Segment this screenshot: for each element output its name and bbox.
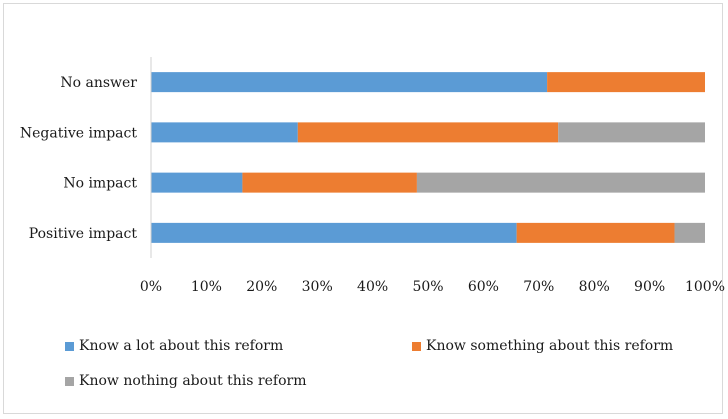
x-tick-label: 90% [634,279,665,295]
bar-negative-impact-series-2 [558,122,705,143]
x-tick-label: 20% [246,279,277,295]
legend-swatch-know-a-lot [65,341,74,351]
x-tick-label: 50% [412,279,443,295]
bar-no-answer-series-1 [547,72,705,93]
legend-item-know-nothing: Know nothing about this reform [65,373,306,389]
x-tick-label: 60% [468,279,499,295]
x-tick-label: 40% [357,279,388,295]
bar-no-impact-series-0 [151,172,243,193]
legend-swatch-know-nothing [65,376,74,386]
chart-frame [3,3,723,414]
bar-no-impact-series-1 [242,172,417,193]
x-tick-label: 70% [523,279,554,295]
x-tick-label: 30% [302,279,333,295]
legend-item-know-a-lot: Know a lot about this reform [65,338,283,354]
bar-negative-impact-series-1 [297,122,559,143]
legend-label-know-a-lot: Know a lot about this reform [79,338,284,354]
x-tick-label: 80% [579,279,610,295]
bar-no-impact-series-2 [416,172,705,193]
bar-negative-impact-series-0 [151,122,298,143]
x-tick-label: 10% [191,279,222,295]
legend-label-know-nothing: Know nothing about this reform [79,373,307,389]
category-label-no-impact: No impact [63,176,137,192]
legend-swatch-know-something [412,341,421,351]
bar-positive-impact-series-1 [516,222,675,243]
x-tick-label: 0% [140,279,162,295]
bar-positive-impact-series-0 [151,222,517,243]
bar-no-answer-series-0 [151,72,548,93]
legend-item-know-something: Know something about this reform [412,338,673,354]
category-label-negative-impact: Negative impact [20,125,137,141]
bar-positive-impact-series-2 [674,222,705,243]
x-tick-label: 100% [685,279,725,295]
category-label-no-answer: No answer [60,75,137,91]
category-label-positive-impact: Positive impact [29,226,138,242]
legend-label-know-something: Know something about this reform [426,338,674,354]
